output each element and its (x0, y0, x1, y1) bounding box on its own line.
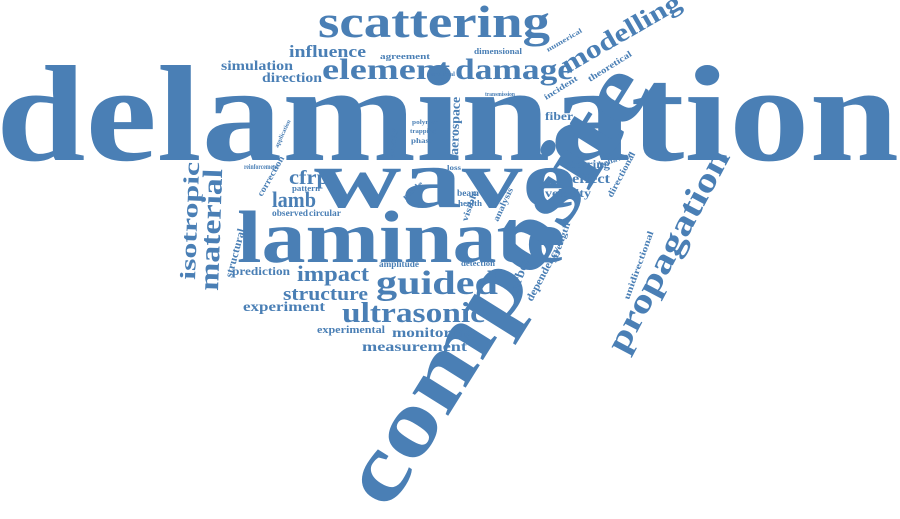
word-polymer: polymer (412, 120, 438, 126)
word-phase: phase (411, 137, 433, 145)
word-wave: wave (314, 133, 576, 226)
word-observed: observed (272, 208, 308, 218)
word-aerospace: aerospace (446, 96, 463, 155)
word-dimensional: dimensional (474, 47, 523, 56)
word-amplitude: amplitude (379, 259, 419, 269)
word-delamination: delamination (0, 38, 899, 190)
word-ultrasonic: ultrasonic (342, 297, 485, 329)
word-isotropic: isotropic (175, 161, 204, 280)
word-scattering: scattering (318, 0, 550, 47)
word-transmission: transmission (485, 92, 516, 98)
word-direction: direction (262, 71, 322, 86)
word-damage: damage (455, 53, 573, 86)
word-influence: influence (289, 42, 367, 61)
word-measurement: measurement (362, 340, 467, 355)
word-trapping: trapping (410, 129, 436, 135)
word-velocity: velocity (545, 186, 591, 200)
word-pattern: pattern (292, 184, 321, 193)
word-energy: energy (388, 128, 398, 158)
word-agreement: agreement (380, 52, 430, 61)
word-steering: steering (566, 157, 610, 171)
word-structure: structure (283, 284, 368, 305)
word-monitoring: monitoring (392, 326, 474, 341)
word-impact: impact (297, 261, 370, 286)
word-guided: guided (376, 265, 498, 302)
word-circular: circular (309, 208, 341, 218)
word-material: material (194, 168, 229, 291)
word-prediction: prediction (232, 264, 290, 278)
word-simulation: simulation (221, 59, 293, 74)
word-reinforcement: reinforcement (244, 163, 279, 171)
word-laminate: laminate (237, 197, 565, 279)
word-experiment: experiment (243, 300, 325, 315)
word-fiber: fiber (545, 109, 574, 123)
word-lamb: lamb (272, 187, 316, 212)
word-detection: detection (461, 259, 496, 268)
word-health: health (458, 199, 483, 208)
word-beam: beam (457, 188, 480, 198)
word-experimental: experimental (317, 324, 385, 336)
word-cfrp: cfrp (289, 167, 329, 189)
word-loss: loss (447, 164, 461, 172)
word-artificial: artificial (431, 72, 455, 78)
word-element: element (322, 53, 450, 86)
word-effect: effect (572, 172, 610, 187)
